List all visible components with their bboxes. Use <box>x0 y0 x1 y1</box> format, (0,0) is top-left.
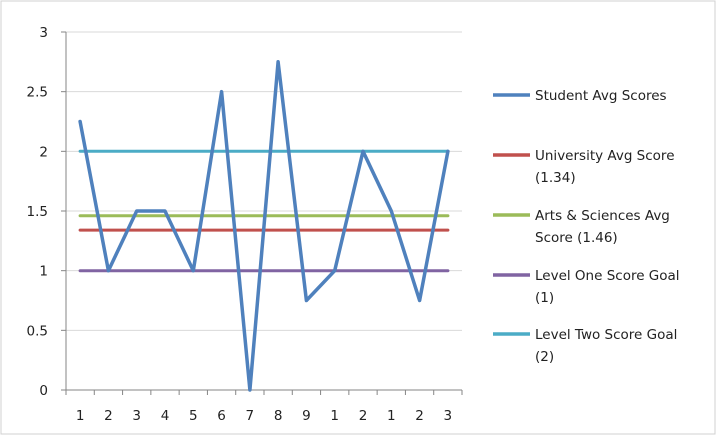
y-tick-label: 0.5 <box>27 323 48 339</box>
x-tick-label: 4 <box>161 408 170 424</box>
legend-label: Level Two Score Goal <box>535 327 677 343</box>
series-lines <box>78 60 450 392</box>
legend-label: Arts & Sciences Avg <box>535 208 670 224</box>
x-tick-label: 1 <box>330 408 339 424</box>
legend-label: (2) <box>535 349 554 365</box>
x-tick-label: 6 <box>217 408 226 424</box>
legend: Student Avg Scores University Avg Score (1… <box>493 88 680 365</box>
x-tick-label: 7 <box>246 408 255 424</box>
series-line <box>78 60 450 392</box>
x-tick-label: 1 <box>76 408 85 424</box>
x-tick-label: 9 <box>302 408 311 424</box>
x-tick-label: 2 <box>415 408 424 424</box>
axes <box>61 31 463 395</box>
legend-label: Student Avg Scores <box>535 88 667 104</box>
x-tick-label: 2 <box>359 408 368 424</box>
y-tick-labels: 0 0.5 1 1.5 2 2.5 3 <box>27 25 48 399</box>
x-tick-label: 1 <box>387 408 396 424</box>
y-tick-label: 1 <box>39 264 48 280</box>
legend-label: Level One Score Goal <box>535 268 680 284</box>
x-tick-labels: 1 2 3 4 5 6 7 8 9 1 2 1 2 3 <box>76 408 452 424</box>
x-tick-label: 5 <box>189 408 198 424</box>
legend-label: Score (1.46) <box>535 230 618 246</box>
y-tick-label: 0 <box>39 383 48 399</box>
y-tick-label: 2 <box>39 144 48 160</box>
legend-label: University Avg Score <box>535 148 675 164</box>
x-tick-label: 2 <box>104 408 113 424</box>
y-tick-label: 1.5 <box>27 204 48 220</box>
x-tick-label: 8 <box>274 408 283 424</box>
x-tick-label: 3 <box>132 408 141 424</box>
y-tick-label: 3 <box>39 25 48 41</box>
y-tick-label: 2.5 <box>27 85 48 101</box>
legend-label: (1) <box>535 290 554 306</box>
x-tick-label: 3 <box>444 408 453 424</box>
legend-label: (1.34) <box>535 170 576 186</box>
